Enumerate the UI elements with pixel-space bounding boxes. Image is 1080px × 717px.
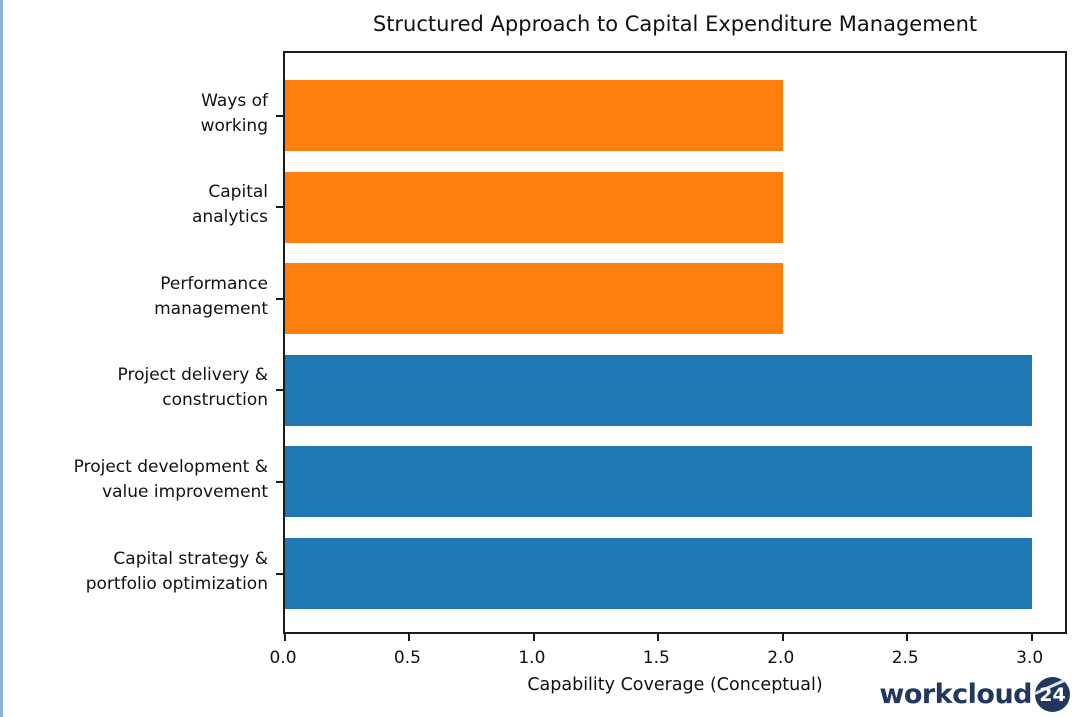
x-axis-tick-label-6: 3.0 (1016, 648, 1044, 668)
bar-3 (285, 354, 1032, 426)
left-accent-bar (0, 0, 3, 717)
x-axis-tick-6 (1030, 634, 1033, 641)
y-axis-category-label-0: Ways of working (200, 90, 268, 136)
x-axis-tick-4 (781, 634, 784, 641)
x-axis-tick-3 (657, 634, 660, 641)
y-axis-tick-5 (276, 572, 285, 575)
bar-0 (285, 80, 783, 151)
x-axis-tick-5 (906, 634, 909, 641)
bar-4 (285, 446, 1032, 518)
x-axis-tick-2 (532, 634, 535, 641)
logo-text: workcloud (879, 679, 1032, 710)
y-axis-tick-4 (276, 480, 285, 483)
x-axis-tick-label-1: 0.5 (393, 648, 421, 668)
x-axis-tick-label-2: 1.0 (518, 648, 546, 668)
x-axis-tick-0 (284, 634, 286, 641)
y-axis-tick-2 (276, 297, 285, 300)
y-axis-category-label-4: Project development & value improvement (73, 456, 268, 502)
y-axis-category-label-3: Project delivery & construction (117, 365, 269, 411)
y-axis-tick-0 (276, 114, 285, 117)
x-axis-tick-label-5: 2.5 (891, 648, 919, 668)
logo-24-badge-icon: 24 (1035, 677, 1070, 712)
x-axis-tick-1 (408, 634, 411, 641)
x-axis-tick-label-3: 1.5 (642, 648, 670, 668)
plot-area (276, 51, 1067, 641)
x-axis-tick-label-4: 2.0 (767, 648, 795, 668)
x-axis-tick-label-0: 0.0 (269, 648, 297, 668)
y-axis-category-label-2: Performance management (154, 273, 268, 319)
y-axis-category-label-5: Capital strategy & portfolio optimizatio… (85, 548, 268, 594)
y-axis-tick-3 (276, 389, 285, 392)
bar-1 (285, 171, 783, 243)
x-axis-label: Capability Coverage (Conceptual) (527, 675, 823, 695)
y-axis-tick-1 (276, 206, 285, 209)
workcloud-logo: workcloud 24 (879, 677, 1070, 712)
bar-2 (285, 263, 783, 335)
chart-title: Structured Approach to Capital Expenditu… (372, 12, 978, 36)
y-axis-category-label-1: Capital analytics (192, 182, 268, 228)
bar-5 (285, 538, 1032, 609)
